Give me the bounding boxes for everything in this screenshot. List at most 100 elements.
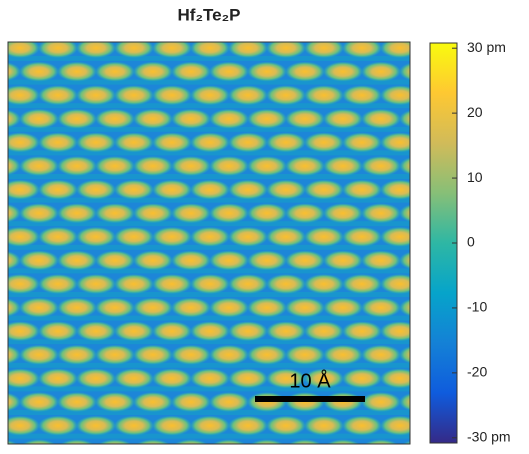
texture-blob — [399, 109, 410, 128]
texture-blob — [209, 344, 249, 365]
texture-blob — [0, 416, 2, 436]
texture-blob — [152, 179, 192, 200]
texture-blob — [228, 179, 268, 200]
texture-blob — [133, 250, 173, 271]
texture-blob — [247, 203, 287, 224]
texture-blob — [57, 392, 97, 412]
texture-blob — [228, 42, 268, 58]
texture-blob — [152, 226, 192, 247]
texture-blob — [325, 439, 361, 444]
texture-blob — [171, 344, 211, 365]
stm-image — [0, 38, 410, 444]
texture-blob — [8, 42, 40, 58]
texture-blob — [266, 226, 306, 247]
texture-blob — [228, 85, 268, 106]
texture-blob — [38, 42, 78, 58]
texture-blob — [285, 203, 325, 224]
texture-blob — [152, 85, 192, 106]
texture-band — [8, 79, 410, 85]
texture-blob — [190, 368, 230, 389]
texture-blob — [114, 415, 154, 436]
texture-blob — [133, 344, 173, 365]
texture-blob — [95, 344, 135, 365]
texture-blob — [399, 204, 410, 223]
texture-blob — [342, 85, 382, 106]
texture-blob — [363, 439, 399, 444]
texture-blob — [0, 85, 2, 105]
texture-blob — [114, 179, 154, 200]
texture-blob — [342, 132, 382, 153]
texture-blob — [247, 344, 287, 365]
texture-blob — [209, 392, 249, 412]
texture-blob — [57, 108, 97, 129]
texture-blob — [247, 156, 287, 176]
colorbar-tick-label: -30 pm — [467, 429, 511, 445]
texture-blob — [114, 132, 154, 153]
texture-blob — [342, 179, 382, 200]
texture-blob — [304, 42, 344, 58]
texture-blob — [133, 297, 173, 318]
texture-blob — [21, 439, 57, 444]
texture-blob — [228, 132, 268, 153]
texture-blob — [399, 393, 410, 411]
texture-blob — [209, 297, 249, 318]
texture-blob — [38, 321, 78, 342]
texture-blob — [323, 61, 363, 82]
texture-blob — [0, 38, 2, 58]
texture-blob — [266, 132, 306, 153]
texture-blob — [342, 415, 382, 436]
texture-blob — [401, 440, 410, 444]
texture-blob — [304, 368, 344, 389]
texture-blob — [133, 203, 173, 224]
texture-blob — [342, 274, 382, 294]
texture-blob — [8, 62, 21, 81]
texture-blob — [114, 321, 154, 342]
texture-blob — [361, 344, 401, 365]
texture-blob — [173, 439, 209, 444]
texture-blob — [266, 179, 306, 200]
texture-blob — [95, 156, 135, 176]
texture-blob — [247, 61, 287, 82]
texture-blob — [114, 368, 154, 389]
texture-blob — [133, 61, 173, 82]
texture-blob — [342, 226, 382, 247]
texture-blob — [361, 156, 401, 176]
texture-band — [8, 244, 410, 250]
texture-blob — [76, 274, 116, 294]
texture-blob — [38, 85, 78, 106]
texture-blob — [361, 392, 401, 412]
texture-blob — [57, 344, 97, 365]
texture-blob — [8, 226, 40, 247]
texture-blob — [171, 392, 211, 412]
texture-blob — [380, 415, 410, 436]
texture-blob — [247, 297, 287, 318]
texture-blob — [361, 297, 401, 318]
texture-blob — [399, 157, 410, 175]
texture-blob — [266, 85, 306, 106]
texture-blob — [8, 345, 21, 365]
texture-band — [8, 339, 410, 345]
texture-blob — [228, 226, 268, 247]
texture-blob — [266, 415, 306, 436]
texture-blob — [152, 42, 192, 58]
texture-blob — [266, 42, 306, 58]
texture-blob — [133, 392, 173, 412]
texture-blob — [76, 132, 116, 153]
texture-blob — [399, 62, 410, 81]
texture-blob — [285, 108, 325, 129]
texture-blob — [380, 274, 410, 294]
texture-blob — [95, 108, 135, 129]
texture-blob — [57, 203, 97, 224]
texture-blob — [190, 321, 230, 342]
texture-blob — [209, 250, 249, 271]
texture-blob — [209, 203, 249, 224]
texture-blob — [57, 250, 97, 271]
texture-blob — [399, 298, 410, 317]
texture-blob — [228, 368, 268, 389]
texture-blob — [323, 156, 363, 176]
texture-band — [8, 433, 410, 439]
texture-blob — [342, 321, 382, 342]
texture-band — [8, 292, 410, 297]
texture-blob — [0, 274, 2, 294]
